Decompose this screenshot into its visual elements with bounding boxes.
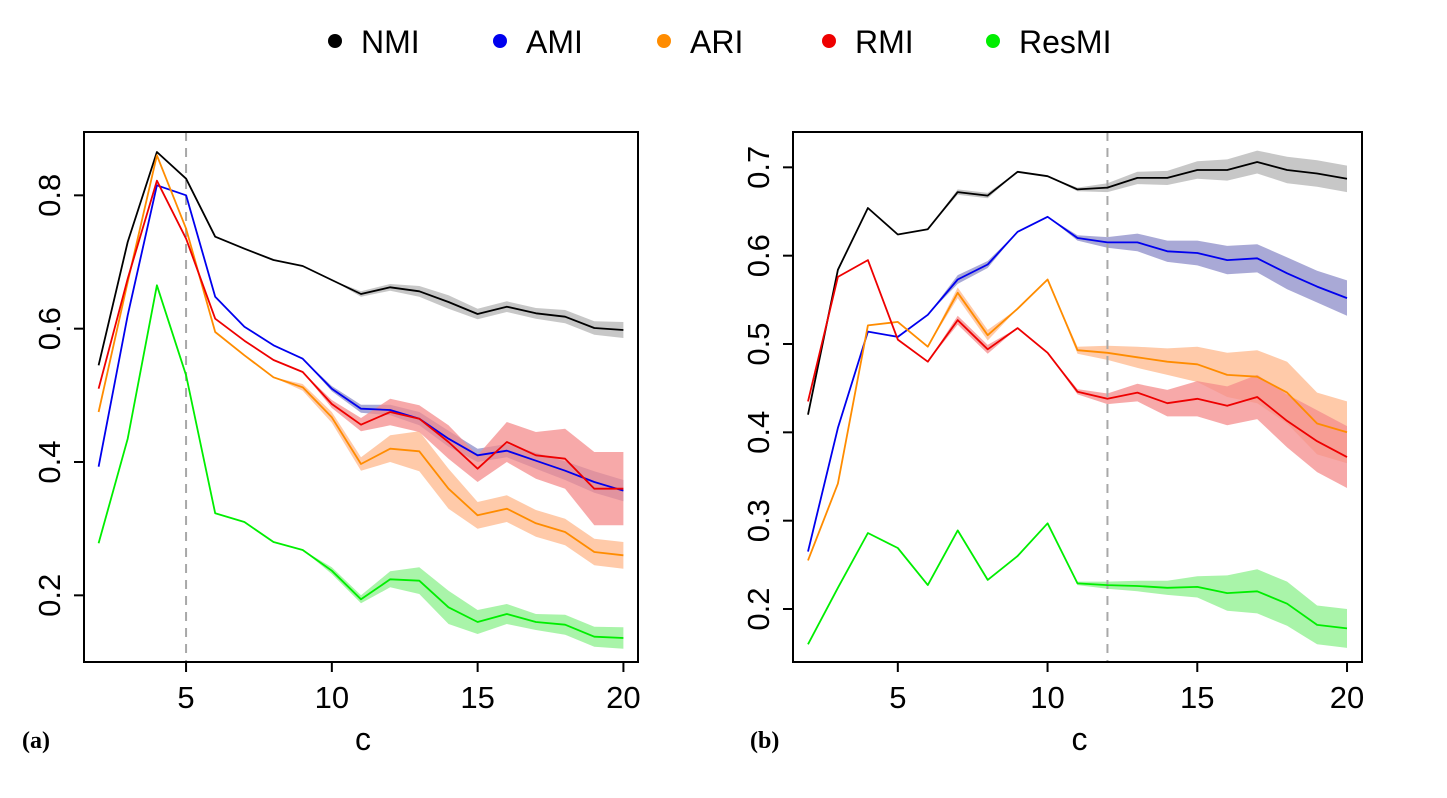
series-line-rmi (807, 259, 1348, 458)
x-tick-label: 10 (1030, 680, 1064, 715)
y-tick-label: 0.4 (32, 440, 67, 483)
band-nmi (808, 150, 1347, 415)
legend-marker-rmi (822, 34, 836, 48)
x-tick-label: 20 (606, 680, 640, 715)
x-tick-label: 5 (889, 680, 906, 715)
y-tick-label: 0.7 (741, 146, 776, 189)
series-line-nmi (97, 151, 624, 366)
y-tick-label: 0.2 (741, 587, 776, 630)
y-tick-label: 0.5 (741, 322, 776, 365)
legend-marker-nmi (328, 34, 342, 48)
series-line-resmi (807, 522, 1348, 645)
band-resmi (808, 523, 1347, 648)
y-tick-label: 0.3 (741, 499, 776, 542)
band-nmi (98, 152, 624, 366)
y-tick-label: 0.2 (32, 574, 67, 617)
series-line-ari (97, 154, 624, 557)
panel-b: 5 10 15 20 0.2 0.3 0.4 0.5 0.6 0.7 c (b) (741, 131, 1364, 757)
panel-a: 5 10 15 20 0.2 0.4 0.6 0.8 c (a) (22, 131, 641, 757)
x-tick-label: 15 (1180, 680, 1214, 715)
x-tick-label: 15 (460, 680, 494, 715)
series-line-ami (97, 184, 624, 492)
plot-frame (83, 131, 639, 663)
series-line-ami (807, 215, 1348, 552)
x-axis-title: c (355, 721, 371, 757)
y-tick-label: 0.6 (741, 234, 776, 277)
legend-marker-resmi (986, 34, 1000, 48)
series-line-resmi (97, 284, 624, 639)
x-tick-label: 5 (177, 680, 194, 715)
legend-label-nmi: NMI (361, 24, 420, 60)
legend-label-ami: AMI (526, 24, 583, 60)
legend-label-ari: ARI (690, 24, 743, 60)
band-rmi (98, 180, 624, 526)
band-ari (98, 155, 624, 569)
x-tick-label: 10 (315, 680, 349, 715)
legend: NMI AMI ARI RMI ResMI (328, 24, 1111, 60)
legend-marker-ami (493, 34, 507, 48)
series-line-nmi (807, 161, 1348, 415)
x-axis-title: c (1072, 721, 1088, 757)
y-tick-label: 0.6 (32, 307, 67, 350)
series-line-rmi (97, 179, 624, 490)
panel-label: (b) (750, 728, 779, 754)
legend-label-rmi: RMI (855, 24, 914, 60)
legend-marker-ari (657, 34, 671, 48)
y-tick-label: 0.8 (32, 174, 67, 217)
series-line-ari (807, 278, 1348, 561)
y-tick-label: 0.4 (741, 411, 776, 454)
legend-label-resmi: ResMI (1019, 24, 1111, 60)
panel-label: (a) (22, 728, 50, 754)
x-tick-label: 20 (1330, 680, 1364, 715)
plot-frame (792, 131, 1363, 663)
